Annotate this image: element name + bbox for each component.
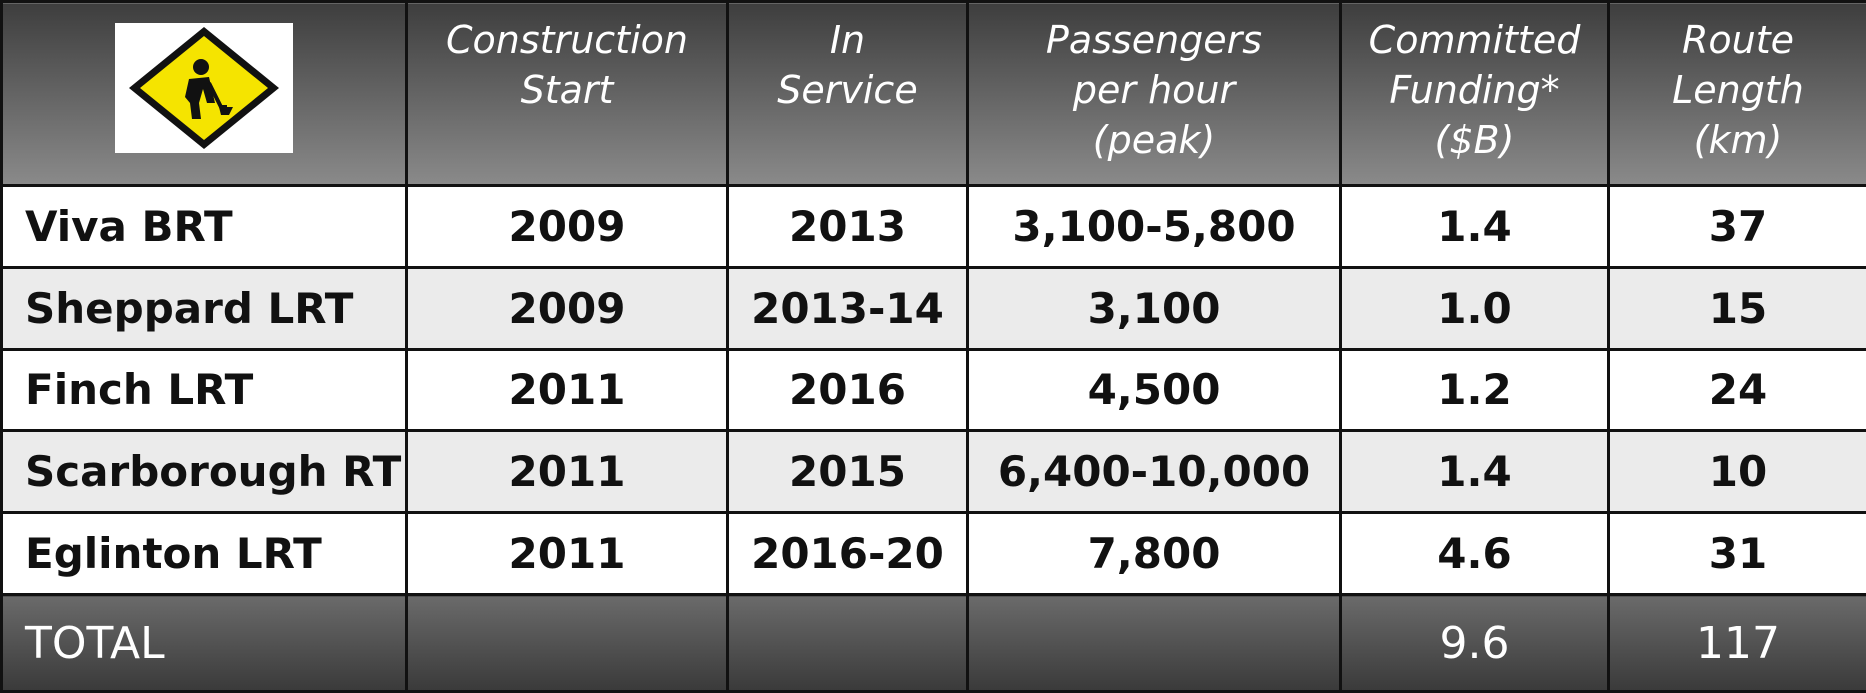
cell: 37 — [1607, 184, 1866, 269]
cell: 4.6 — [1339, 511, 1610, 596]
cell — [405, 593, 729, 693]
column-header: Committed Funding* ($B) — [1339, 0, 1610, 187]
table-row: Eglinton LRT 2011 2016-20 7,800 4.6 31 — [0, 511, 1866, 596]
cell: 2016 — [726, 347, 969, 433]
row-name: Eglinton LRT — [0, 511, 408, 596]
header-line: In — [829, 18, 866, 62]
cell: 2013 — [726, 184, 969, 269]
cell: 15 — [1607, 265, 1866, 351]
header-line: Start — [520, 68, 614, 112]
cell: 3,100 — [966, 265, 1342, 351]
cell: 1.4 — [1339, 184, 1610, 269]
construction-icon — [115, 22, 293, 153]
header-line: Funding* — [1389, 68, 1560, 112]
cell: 31 — [1607, 511, 1866, 596]
header-line: Passengers — [1045, 18, 1263, 62]
header-line: per hour — [1072, 68, 1236, 112]
column-header: Route Length (km) — [1607, 0, 1866, 187]
cell: 10 — [1607, 429, 1866, 515]
row-name: Scarborough RT — [0, 429, 408, 515]
row-name: Finch LRT — [0, 347, 408, 433]
row-name: Viva BRT — [0, 184, 408, 269]
cell: 2013-14 — [726, 265, 969, 351]
cell: 1.4 — [1339, 429, 1610, 515]
cell: 2009 — [405, 184, 729, 269]
header-row: Construction Start In Service Passengers per … — [0, 0, 1866, 187]
total-funding: 9.6 — [1339, 593, 1610, 693]
header-line: Committed — [1368, 18, 1581, 62]
header-line: ($B) — [1434, 118, 1515, 162]
cell: 24 — [1607, 347, 1866, 433]
header-line: Length — [1672, 68, 1804, 112]
cell: 2011 — [405, 347, 729, 433]
cell: 6,400-10,000 — [966, 429, 1342, 515]
table-row: Scarborough RT 2011 2015 6,400-10,000 1.4 10 — [0, 429, 1866, 515]
column-header: In Service — [726, 0, 969, 187]
cell: 7,800 — [966, 511, 1342, 596]
header-line: Construction — [446, 18, 688, 62]
row-name: Sheppard LRT — [0, 265, 408, 351]
cell — [966, 593, 1342, 693]
cell — [726, 593, 969, 693]
header-line: (peak) — [1092, 118, 1216, 162]
cell: 2015 — [726, 429, 969, 515]
cell: 4,500 — [966, 347, 1342, 433]
cell: 1.0 — [1339, 265, 1610, 351]
cell: 2016-20 — [726, 511, 969, 596]
cell: 3,100-5,800 — [966, 184, 1342, 269]
table-row: Viva BRT 2009 2013 3,100-5,800 1.4 37 — [0, 184, 1866, 269]
cell: 2009 — [405, 265, 729, 351]
column-header: Construction Start — [405, 0, 729, 187]
total-length: 117 — [1607, 593, 1866, 693]
total-label: TOTAL — [0, 593, 408, 693]
total-row: TOTAL 9.6 117 — [0, 593, 1866, 693]
table-row: Finch LRT 2011 2016 4,500 1.2 24 — [0, 347, 1866, 433]
cell: 2011 — [405, 511, 729, 596]
header-line: Route — [1681, 18, 1794, 62]
header-line: (km) — [1693, 118, 1783, 162]
column-header: Passengers per hour (peak) — [966, 0, 1342, 187]
header-line: Service — [777, 68, 918, 112]
table-row: Sheppard LRT 2009 2013-14 3,100 1.0 15 — [0, 265, 1866, 351]
cell: 2011 — [405, 429, 729, 515]
icon-cell — [0, 0, 408, 187]
cell: 1.2 — [1339, 347, 1610, 433]
